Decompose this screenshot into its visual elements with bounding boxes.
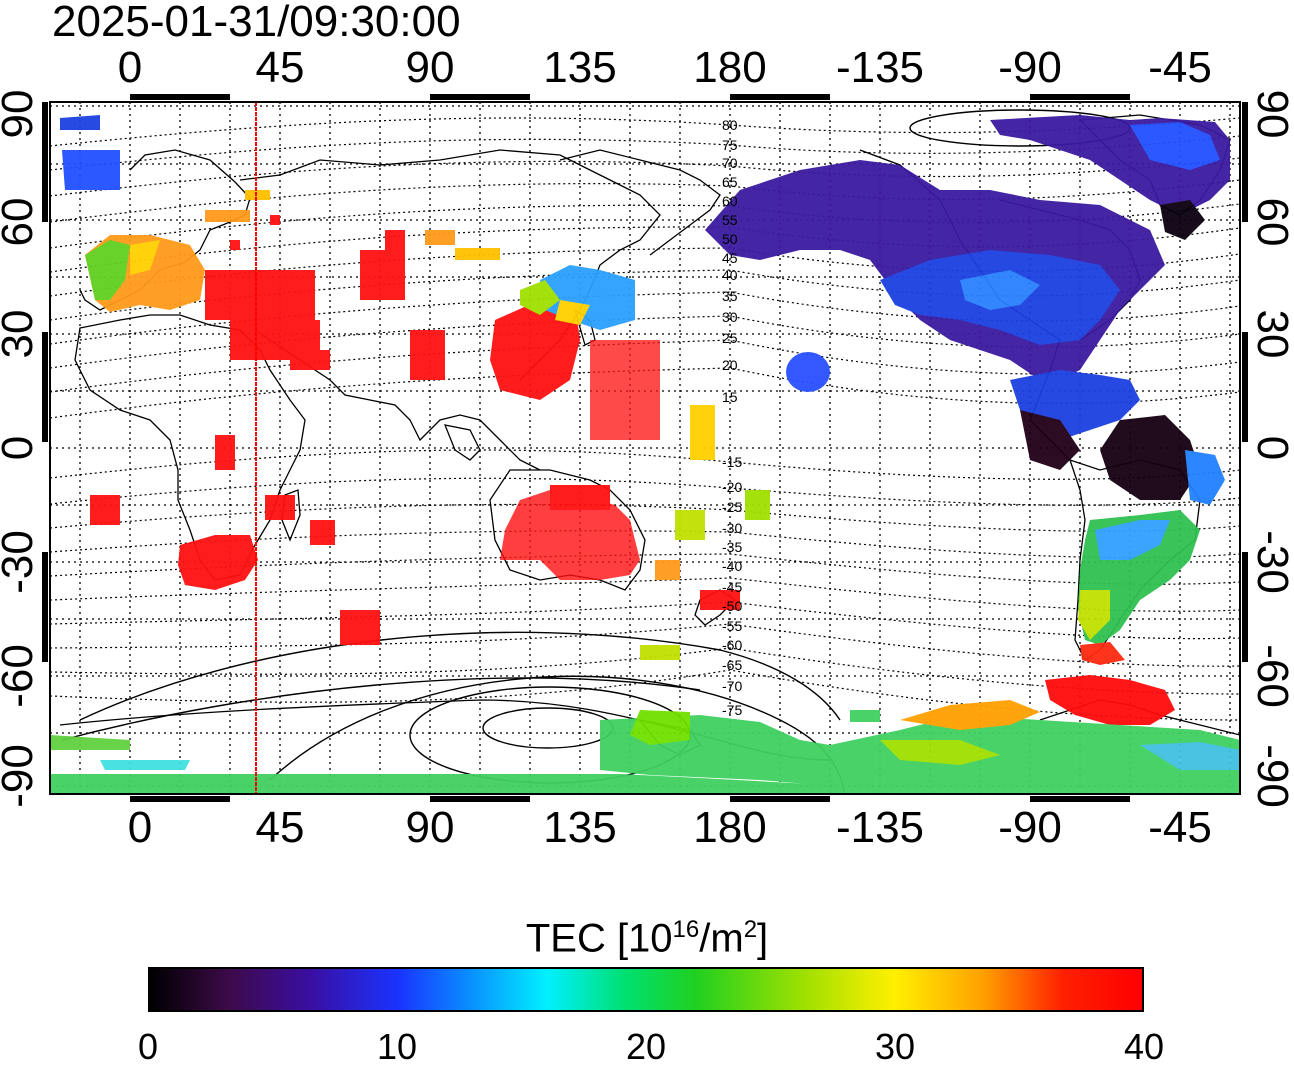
contour-label: -65 (722, 657, 742, 673)
tec-data (50, 115, 1240, 794)
contour-label: -45 (722, 579, 742, 595)
right-lat-tick: 60 (1248, 197, 1294, 247)
map-frame (49, 101, 1241, 795)
bottom-lon-tick: 0 (127, 803, 153, 852)
contour-label: -35 (722, 539, 742, 555)
contour-label: -25 (722, 499, 742, 515)
colorbar-title-exponent2: 2 (743, 916, 758, 943)
right-lat-tick: 0 (1248, 435, 1294, 461)
bottom-lon-tick: -45 (1148, 803, 1212, 852)
left-lat-tick: 0 (0, 436, 42, 460)
colorbar-title-unit: /m (699, 916, 744, 961)
contour-label: -15 (722, 454, 742, 470)
top-lon-tick: 180 (693, 43, 767, 92)
colorbar-title-prefix: TEC [10 (525, 916, 673, 961)
contour-label: 35 (722, 288, 738, 304)
tec-region-equatorial-sa (1100, 415, 1200, 500)
colorbar-tick: 0 (137, 1026, 159, 1067)
right-lat-tick: -90 (1248, 744, 1294, 808)
contour-label: -60 (722, 637, 742, 653)
right-lat-tick: 90 (1248, 89, 1294, 139)
contour-label: 65 (722, 174, 738, 190)
right-lat-tick: -30 (1248, 530, 1294, 594)
contour-label: -75 (722, 702, 742, 718)
contour-label: 75 (722, 137, 738, 153)
contour-label: 60 (722, 193, 738, 209)
colorbar-tick: 40 (1123, 1026, 1165, 1067)
colorbar-tick: 30 (874, 1026, 916, 1067)
colorbar-title: TEC [1016/m2] (0, 906, 1294, 962)
left-lat-tick: 60 (0, 197, 42, 247)
colorbar (148, 967, 1144, 1012)
left-lat-tick: 30 (0, 309, 42, 359)
contour-label: 45 (722, 250, 738, 266)
contour-label: 55 (722, 212, 738, 228)
contour-label: -40 (722, 558, 742, 574)
top-lon-tick: -45 (1148, 43, 1212, 92)
colorbar-tick: 20 (625, 1026, 667, 1067)
left-lat-tick: -30 (0, 530, 42, 594)
contour-label: -30 (722, 520, 742, 536)
top-lon-tick: -90 (998, 43, 1062, 92)
colorbar-title-exponent: 16 (672, 916, 700, 943)
timestamp-title: 2025-01-31/09:30:00 (52, 0, 461, 46)
contour-label: 80 (722, 117, 738, 133)
contour-label: -50 (722, 598, 742, 614)
bottom-lon-tick: -90 (998, 803, 1062, 852)
bottom-lon-tick: 135 (543, 803, 617, 852)
bottom-lon-tick: 45 (255, 803, 305, 852)
right-lat-tick: 30 (1248, 309, 1294, 359)
left-lat-tick: -60 (0, 644, 42, 708)
bottom-lon-tick: 180 (693, 803, 767, 852)
contour-label: 25 (722, 330, 738, 346)
bottom-lon-tick: -135 (835, 803, 925, 852)
contour-label: -70 (722, 678, 742, 694)
contour-label: -55 (722, 618, 742, 634)
contour-label: 70 (722, 155, 738, 171)
colorbar-title-suffix: ] (757, 916, 769, 961)
left-lat-tick: 90 (0, 89, 42, 139)
right-lat-tick: -60 (1248, 644, 1294, 708)
top-lon-tick: -135 (835, 43, 925, 92)
contour-label: 30 (722, 309, 738, 325)
colorbar-tick: 10 (376, 1026, 418, 1067)
contour-label: 40 (722, 267, 738, 283)
contour-label: 20 (722, 357, 738, 373)
top-lon-tick: 45 (255, 43, 305, 92)
top-lon-tick: 90 (405, 43, 455, 92)
contour-label: 50 (722, 231, 738, 247)
top-lon-tick: 135 (543, 43, 617, 92)
left-lat-tick: -90 (0, 744, 42, 808)
top-lon-tick: 0 (117, 43, 143, 92)
contour-label: -20 (722, 479, 742, 495)
contour-label: 15 (722, 389, 738, 405)
frame-tick-bars (42, 94, 1248, 802)
bottom-lon-tick: 90 (405, 803, 455, 852)
